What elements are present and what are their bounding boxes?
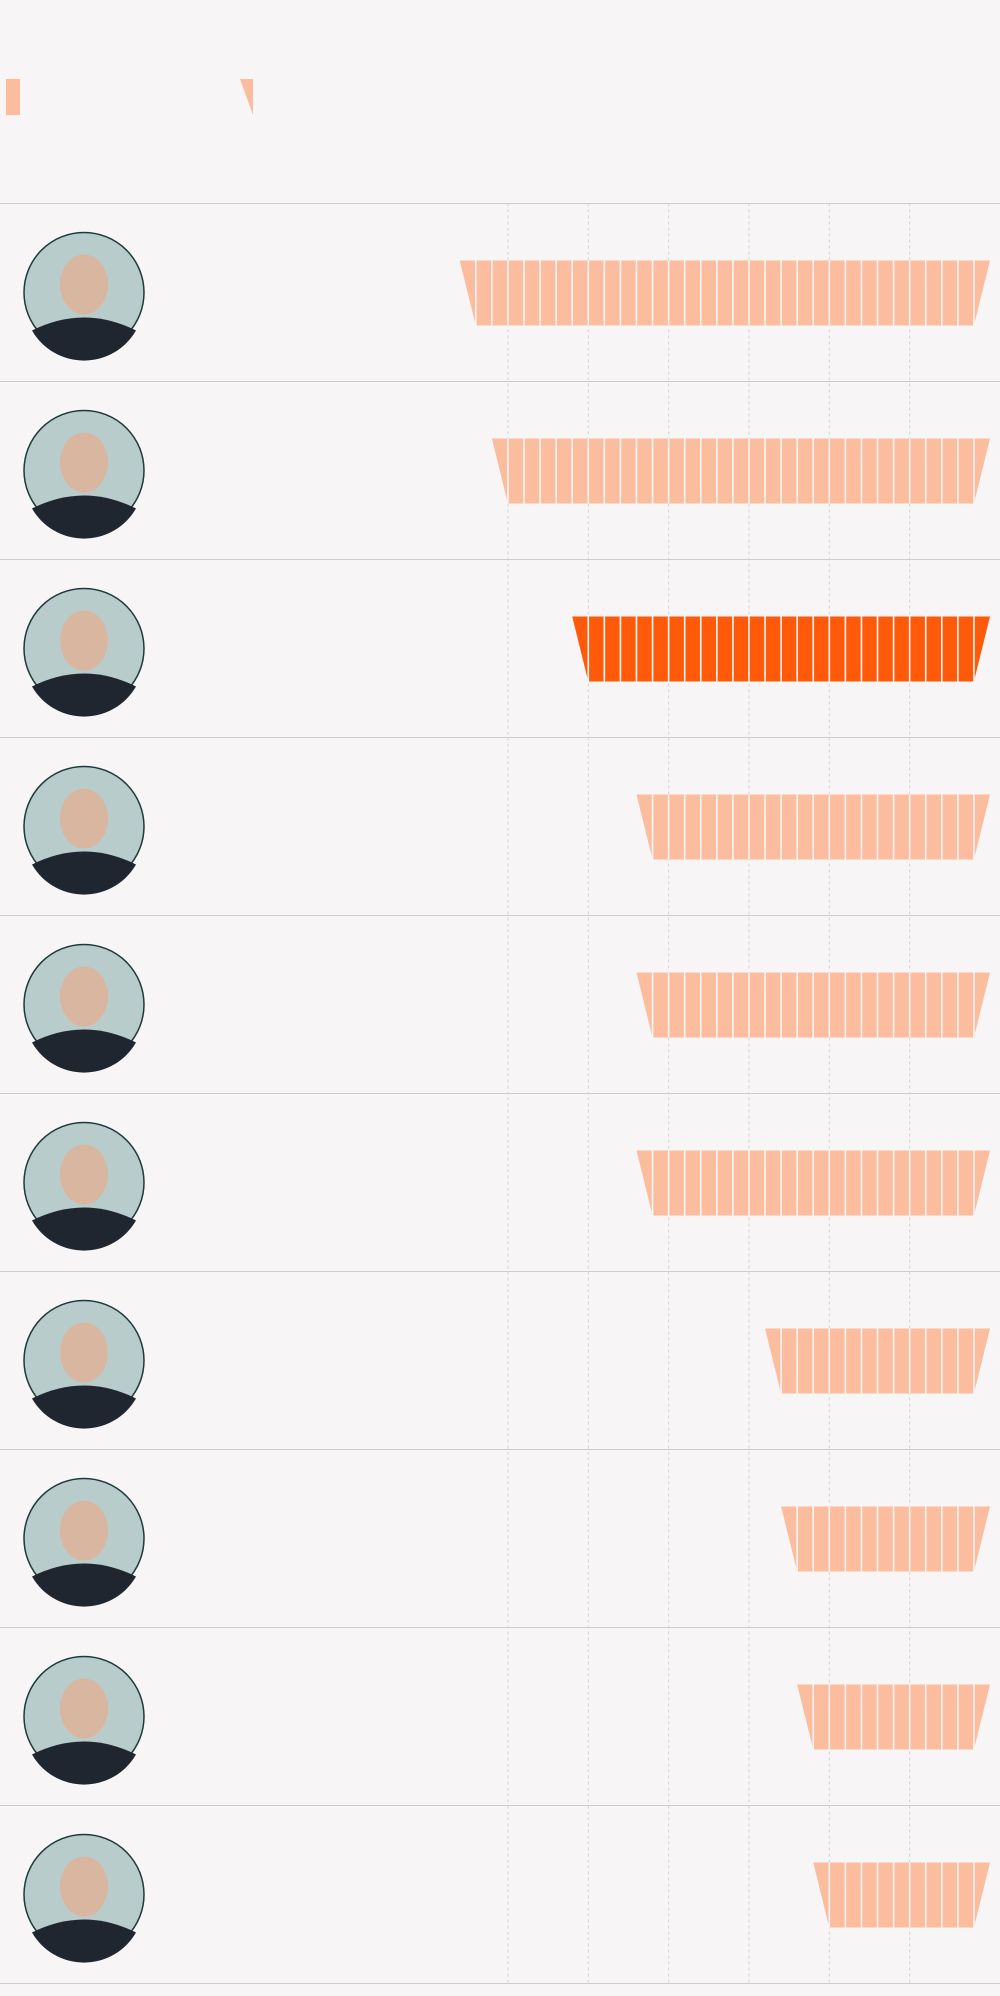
portrait-suit [32, 851, 136, 895]
bar-shape [491, 438, 990, 504]
portrait [23, 1299, 145, 1429]
bar [636, 972, 990, 1038]
portrait-suit [32, 673, 136, 717]
portrait-head [60, 788, 108, 849]
bar [572, 616, 990, 682]
portrait [23, 1477, 145, 1607]
portrait [23, 765, 145, 895]
portrait-suit [32, 1385, 136, 1429]
portrait [23, 587, 145, 717]
bar [491, 438, 990, 504]
legend-end-marker [240, 79, 253, 115]
bar [813, 1862, 990, 1928]
portrait-head [60, 966, 108, 1027]
portrait-head [60, 254, 108, 315]
portrait [23, 1655, 145, 1785]
portrait-head [60, 1322, 108, 1383]
portrait-suit [32, 1029, 136, 1073]
portrait [23, 409, 145, 539]
portrait-suit [32, 495, 136, 539]
portrait-suit [32, 1207, 136, 1251]
portrait [23, 1121, 145, 1251]
bar [636, 1150, 990, 1216]
bar-shape [813, 1862, 990, 1928]
bar [797, 1684, 990, 1750]
portrait-head [60, 1856, 108, 1917]
portrait-suit [32, 317, 136, 361]
bar [765, 1328, 990, 1394]
portrait [23, 943, 145, 1073]
legend [6, 79, 253, 115]
bar-shape [781, 1506, 990, 1572]
bar [636, 794, 990, 860]
portrait-head [60, 610, 108, 671]
bar [781, 1506, 990, 1572]
portrait-head [60, 1144, 108, 1205]
portrait-suit [32, 1741, 136, 1785]
portrait-suit [32, 1563, 136, 1607]
portrait-head [60, 1500, 108, 1561]
portrait [23, 231, 145, 361]
legend-swatch [6, 79, 20, 115]
portrait-head [60, 432, 108, 493]
portrait-head [60, 1678, 108, 1739]
bar [459, 260, 990, 326]
portrait [23, 1833, 145, 1963]
portrait-suit [32, 1919, 136, 1963]
bar-shape [459, 260, 990, 326]
